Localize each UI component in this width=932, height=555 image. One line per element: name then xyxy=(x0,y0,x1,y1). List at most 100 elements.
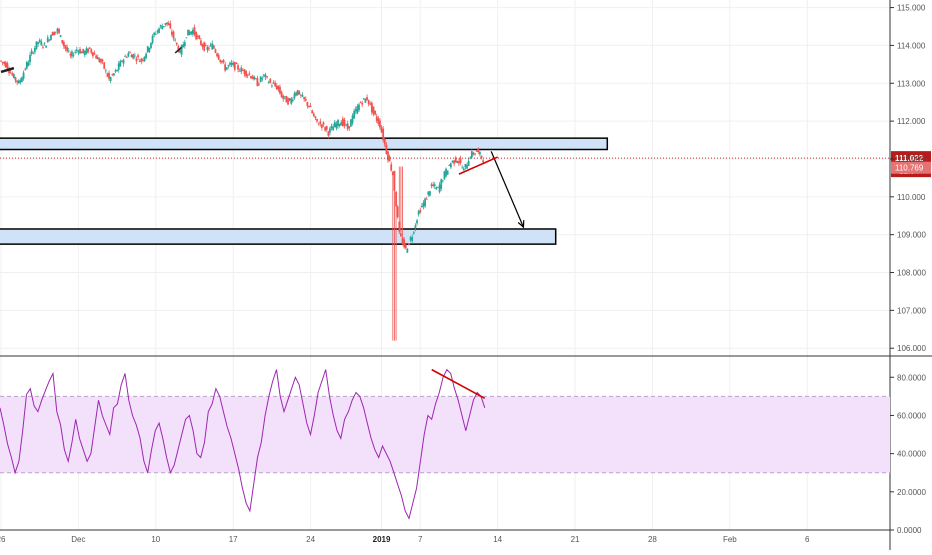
candle-body xyxy=(398,221,401,232)
candle-body xyxy=(279,86,281,94)
candle-body xyxy=(177,46,180,52)
price-tick-label-5: 110.000 xyxy=(897,193,926,202)
candle-body xyxy=(296,90,299,96)
candle-body xyxy=(429,191,431,196)
candle-body xyxy=(400,233,402,237)
candle-body xyxy=(214,49,217,53)
candle-body xyxy=(224,64,227,71)
candle-body xyxy=(408,243,410,245)
time-tick-label-6: 7 xyxy=(418,535,423,544)
candle-body xyxy=(14,77,17,81)
candle-body xyxy=(432,184,435,186)
candle-body xyxy=(159,25,162,27)
candle-body xyxy=(33,48,36,53)
candle-body xyxy=(11,73,14,76)
candle-body xyxy=(204,45,207,46)
candle-body xyxy=(343,119,346,126)
candle-body xyxy=(316,118,318,122)
candle-body xyxy=(374,110,376,115)
candle-body xyxy=(151,35,154,43)
candle-body xyxy=(358,104,360,111)
candle-body xyxy=(109,77,112,82)
candle-body xyxy=(104,70,107,72)
candle-body xyxy=(341,118,344,127)
candle-body xyxy=(58,28,60,34)
candle-body xyxy=(424,198,426,207)
time-tick-label-11: 6 xyxy=(805,535,810,544)
candle-body xyxy=(193,27,196,35)
candle-body xyxy=(187,29,189,36)
candle-body xyxy=(351,115,354,124)
candle-body xyxy=(387,151,389,161)
candle-body xyxy=(475,150,478,152)
candle-body xyxy=(287,98,289,105)
candle-body xyxy=(3,61,6,65)
candle-body xyxy=(122,59,125,64)
candle-body xyxy=(477,149,480,153)
candle-body xyxy=(453,160,456,164)
candle-body xyxy=(211,43,214,50)
candle-body xyxy=(22,72,25,79)
candle-body xyxy=(19,80,22,83)
candle-body xyxy=(456,161,459,163)
price-tick-label-8: 107.000 xyxy=(897,306,926,315)
candle-body xyxy=(303,96,306,100)
forecast-arrow-line xyxy=(490,151,525,228)
candle-body xyxy=(188,31,191,35)
candle-body xyxy=(333,121,336,128)
candle-body xyxy=(125,57,128,58)
candle-body xyxy=(108,72,110,79)
candle-body xyxy=(16,80,19,83)
candle-body xyxy=(148,47,151,53)
time-tick-label-10: Feb xyxy=(723,535,737,544)
candle-body xyxy=(443,171,446,180)
candle-body xyxy=(50,35,52,40)
candle-body xyxy=(258,83,260,85)
candle-body xyxy=(114,70,117,72)
candle-body xyxy=(146,46,149,52)
candle-body xyxy=(56,28,59,32)
candle-body xyxy=(250,76,252,79)
candle-body xyxy=(269,78,272,83)
candle-body xyxy=(329,128,331,133)
candle-body xyxy=(216,53,218,57)
candle-body xyxy=(43,42,46,44)
candle-body xyxy=(430,184,433,186)
candle-body xyxy=(412,232,415,234)
candle-body xyxy=(183,42,186,47)
candle-body xyxy=(206,46,209,51)
candle-body xyxy=(422,202,425,207)
candle-body xyxy=(162,26,165,27)
candle-body xyxy=(248,73,251,75)
candle-body xyxy=(419,209,422,213)
candle-body xyxy=(46,37,49,43)
candle-body xyxy=(38,40,41,42)
candle-body xyxy=(35,41,38,49)
candle-body xyxy=(221,60,223,63)
candle-body xyxy=(53,32,56,35)
candle-body xyxy=(103,62,106,69)
candle-body xyxy=(27,62,30,66)
price-tick-label-0: 115.000 xyxy=(897,4,926,13)
candle-body xyxy=(366,97,368,101)
candle-body xyxy=(372,106,375,114)
time-tick-label-1: Dec xyxy=(71,535,85,544)
candle-body xyxy=(401,237,404,245)
candle-body xyxy=(274,82,277,87)
candle-body xyxy=(72,55,75,57)
candle-body xyxy=(1,61,4,63)
candle-body xyxy=(325,126,328,130)
candle-body xyxy=(98,58,101,63)
rsi-tick-label-2: 40.0000 xyxy=(897,450,926,459)
candle-body xyxy=(212,45,215,49)
candle-body xyxy=(171,31,173,35)
candle-body xyxy=(291,99,294,101)
candle-body xyxy=(238,70,241,72)
candle-body xyxy=(320,124,323,128)
candle-body xyxy=(237,65,239,70)
candle-body xyxy=(4,62,7,68)
candle-body xyxy=(383,138,386,145)
candle-body xyxy=(277,85,280,90)
candle-body xyxy=(324,127,327,131)
candle-body xyxy=(449,163,452,168)
